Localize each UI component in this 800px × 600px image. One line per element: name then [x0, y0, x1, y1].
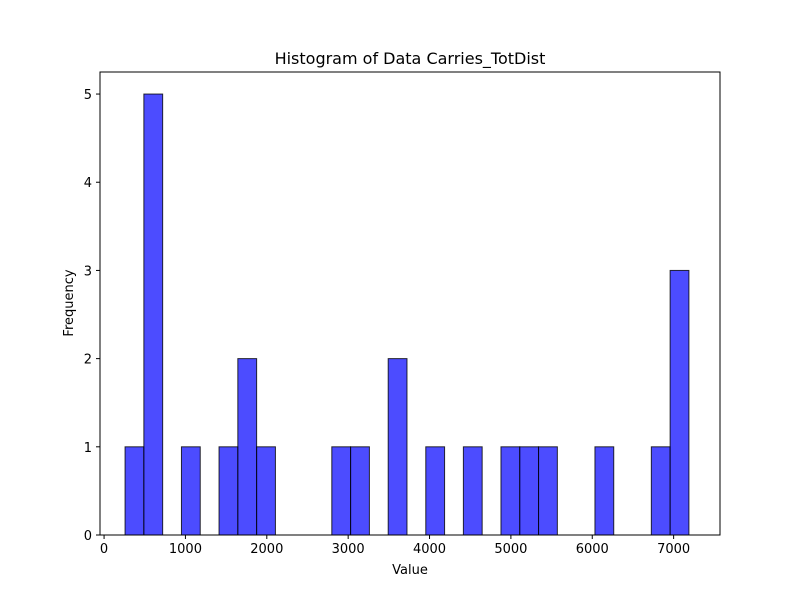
histogram-bar-13 [538, 446, 558, 536]
x-tick-label: 7000 [657, 542, 690, 557]
histogram-bar-9 [425, 446, 446, 536]
y-tick-label: 4 [84, 176, 92, 191]
x-axis-ticks: 0 1000 2000 3000 4000 5000 6000 7000 [100, 535, 690, 557]
histogram-bar-7 [350, 446, 370, 536]
bars-group [124, 93, 690, 536]
x-tick-label: 6000 [576, 542, 609, 557]
x-tick-label: 2000 [250, 542, 283, 557]
histogram-bar-16 [669, 269, 690, 536]
histogram-bar-0 [124, 446, 145, 536]
histogram-bar-6 [331, 446, 352, 536]
y-axis-label: Frequency [62, 269, 77, 336]
y-tick-label: 1 [84, 441, 92, 456]
x-tick-label: 5000 [494, 542, 527, 557]
histogram-bar-12 [519, 446, 540, 536]
histogram-bar-3 [218, 446, 239, 536]
histogram-bar-14 [594, 446, 615, 536]
histogram-bar-8 [387, 358, 408, 536]
x-axis-label: Value [392, 563, 428, 578]
histogram-bar-15 [650, 446, 671, 536]
histogram-bar-10 [462, 446, 483, 536]
histogram-bar-2 [180, 446, 201, 536]
y-tick-label: 2 [84, 353, 92, 368]
x-tick-label: 0 [100, 542, 108, 557]
x-tick-label: 4000 [413, 542, 446, 557]
y-axis-ticks: 0 1 2 3 4 5 [84, 88, 100, 544]
x-tick-label: 1000 [169, 542, 202, 557]
histogram-bar-4 [237, 358, 258, 536]
x-tick-label: 3000 [332, 542, 365, 557]
plot-frame [99, 71, 721, 536]
histogram-bar-1 [143, 93, 164, 536]
histogram-bar-11 [500, 446, 521, 536]
y-tick-label: 3 [84, 264, 92, 279]
chart-title: Histogram of Data Carries_TotDist [275, 49, 546, 69]
histogram-bar-5 [256, 446, 276, 536]
y-tick-label: 0 [84, 529, 92, 544]
y-tick-label: 5 [84, 88, 92, 103]
